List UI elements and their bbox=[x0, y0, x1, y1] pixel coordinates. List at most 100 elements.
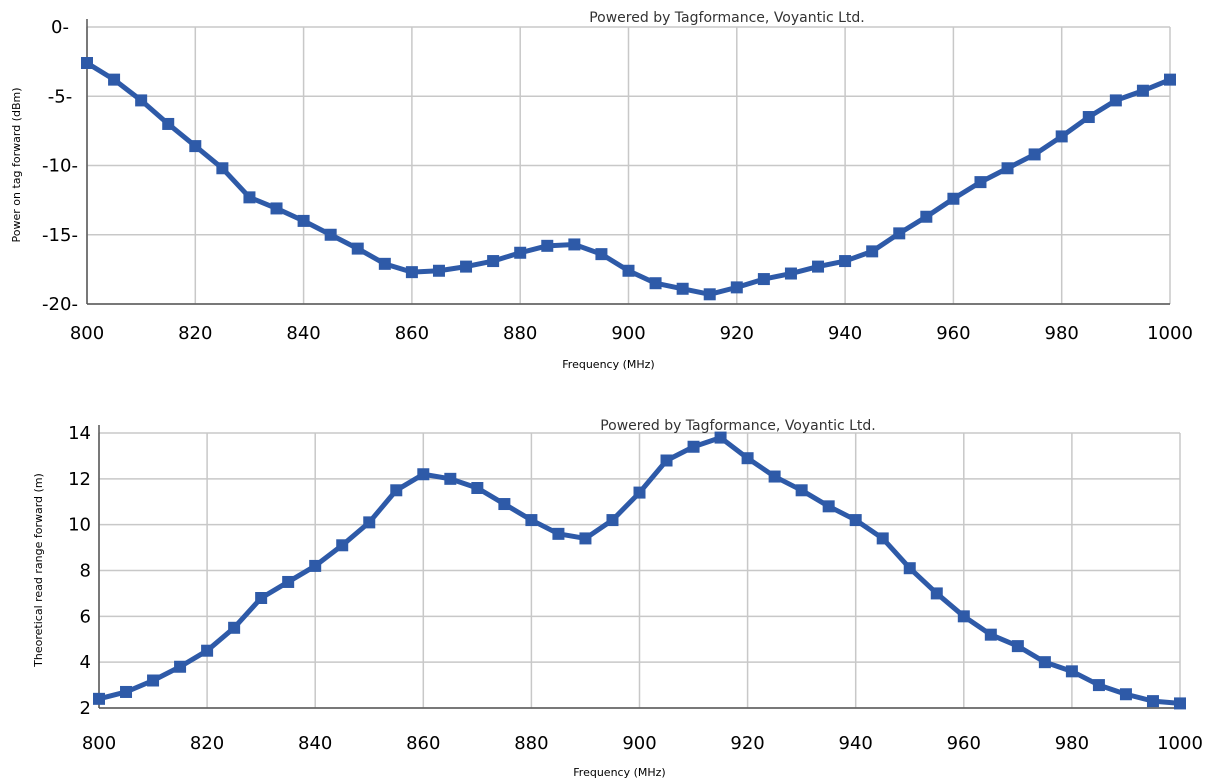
data-point bbox=[660, 454, 673, 467]
data-point bbox=[893, 227, 906, 240]
x-tick-label: 900 bbox=[611, 323, 645, 344]
x-tick-label: 800 bbox=[70, 323, 104, 344]
y-axis-label: Power on tag forward (dBm) bbox=[10, 88, 23, 243]
data-point bbox=[930, 587, 943, 600]
data-point bbox=[839, 255, 852, 268]
data-point bbox=[957, 610, 970, 623]
data-point bbox=[703, 288, 716, 301]
data-point bbox=[1082, 111, 1095, 124]
x-tick-label: 960 bbox=[947, 733, 981, 754]
data-point bbox=[390, 484, 403, 497]
data-point bbox=[768, 470, 781, 483]
data-point bbox=[460, 260, 473, 273]
x-tick-label: 940 bbox=[828, 323, 862, 344]
x-tick-label: 960 bbox=[936, 323, 970, 344]
y-tick-label: 14 bbox=[68, 423, 91, 444]
data-point bbox=[568, 238, 581, 251]
data-point bbox=[866, 245, 879, 258]
data-point bbox=[947, 192, 960, 205]
x-tick-label: 920 bbox=[730, 733, 764, 754]
data-point bbox=[351, 242, 364, 255]
data-point bbox=[552, 527, 565, 540]
credit-text: Powered by Tagformance, Voyantic Ltd. bbox=[600, 418, 876, 434]
x-axis-label: Frequency (MHz) bbox=[562, 358, 654, 371]
y-tick-label: 8 bbox=[80, 561, 91, 582]
data-point bbox=[189, 140, 202, 153]
data-point bbox=[1146, 695, 1159, 708]
y-tick-label: 2 bbox=[80, 698, 91, 719]
x-tick-label: 880 bbox=[514, 733, 548, 754]
data-point bbox=[444, 472, 457, 485]
data-point bbox=[1164, 73, 1176, 86]
data-point bbox=[487, 255, 500, 268]
data-point bbox=[201, 644, 214, 657]
data-point bbox=[147, 674, 160, 687]
data-point bbox=[270, 202, 283, 215]
data-point bbox=[162, 117, 175, 130]
x-tick-label: 840 bbox=[298, 733, 332, 754]
data-point bbox=[920, 210, 933, 223]
x-tick-label: 860 bbox=[395, 323, 429, 344]
x-tick-label: 980 bbox=[1055, 733, 1089, 754]
data-point bbox=[606, 514, 619, 527]
data-point bbox=[757, 273, 770, 286]
y-tick-label: 4 bbox=[80, 652, 91, 673]
data-point bbox=[1011, 640, 1024, 653]
data-point bbox=[903, 562, 916, 575]
credit-text: Powered by Tagformance, Voyantic Ltd. bbox=[589, 10, 865, 26]
y-axis-label: Theoretical read range forward (m) bbox=[32, 473, 45, 668]
data-point bbox=[974, 176, 987, 189]
y-tick-label: 0- bbox=[51, 17, 69, 38]
data-point bbox=[784, 267, 797, 280]
data-point bbox=[108, 73, 121, 86]
data-point bbox=[1174, 697, 1186, 710]
data-point bbox=[622, 264, 635, 277]
data-point bbox=[687, 440, 700, 453]
data-point bbox=[812, 260, 825, 273]
data-point bbox=[525, 514, 538, 527]
data-point bbox=[579, 532, 592, 545]
x-tick-label: 820 bbox=[190, 733, 224, 754]
x-tick-label: 820 bbox=[178, 323, 212, 344]
x-tick-label: 1000 bbox=[1147, 323, 1193, 344]
data-point bbox=[135, 94, 148, 107]
data-point bbox=[1065, 665, 1078, 678]
data-point bbox=[324, 228, 337, 241]
data-point bbox=[595, 248, 608, 261]
data-point bbox=[243, 191, 256, 204]
data-point bbox=[676, 282, 689, 295]
data-point bbox=[1136, 84, 1149, 97]
x-tick-label: 800 bbox=[82, 733, 116, 754]
x-tick-label: 880 bbox=[503, 323, 537, 344]
data-point bbox=[541, 239, 554, 252]
y-tick-label: 12 bbox=[68, 469, 91, 490]
data-point bbox=[81, 57, 93, 70]
data-point bbox=[471, 482, 484, 494]
data-point bbox=[822, 500, 835, 513]
x-tick-label: 920 bbox=[720, 323, 754, 344]
data-point bbox=[498, 498, 511, 511]
data-point bbox=[174, 660, 187, 673]
data-point bbox=[255, 592, 268, 604]
data-point bbox=[378, 257, 391, 270]
y-tick-label: -15- bbox=[42, 225, 78, 246]
x-tick-label: 900 bbox=[622, 733, 656, 754]
x-tick-label: 940 bbox=[839, 733, 873, 754]
data-point bbox=[1092, 679, 1105, 692]
x-tick-label: 1000 bbox=[1157, 733, 1203, 754]
data-point bbox=[309, 559, 322, 572]
data-point bbox=[876, 532, 889, 545]
data-point bbox=[1119, 688, 1132, 701]
data-point bbox=[417, 468, 430, 481]
data-point bbox=[93, 692, 105, 705]
data-point bbox=[336, 539, 349, 552]
data-point bbox=[120, 685, 133, 698]
x-tick-label: 860 bbox=[406, 733, 440, 754]
data-point bbox=[714, 431, 727, 444]
data-point bbox=[795, 484, 808, 497]
data-point bbox=[405, 266, 418, 279]
data-point bbox=[1001, 162, 1014, 175]
y-tick-label: -10- bbox=[42, 156, 78, 177]
x-axis-label: Frequency (MHz) bbox=[573, 766, 665, 779]
